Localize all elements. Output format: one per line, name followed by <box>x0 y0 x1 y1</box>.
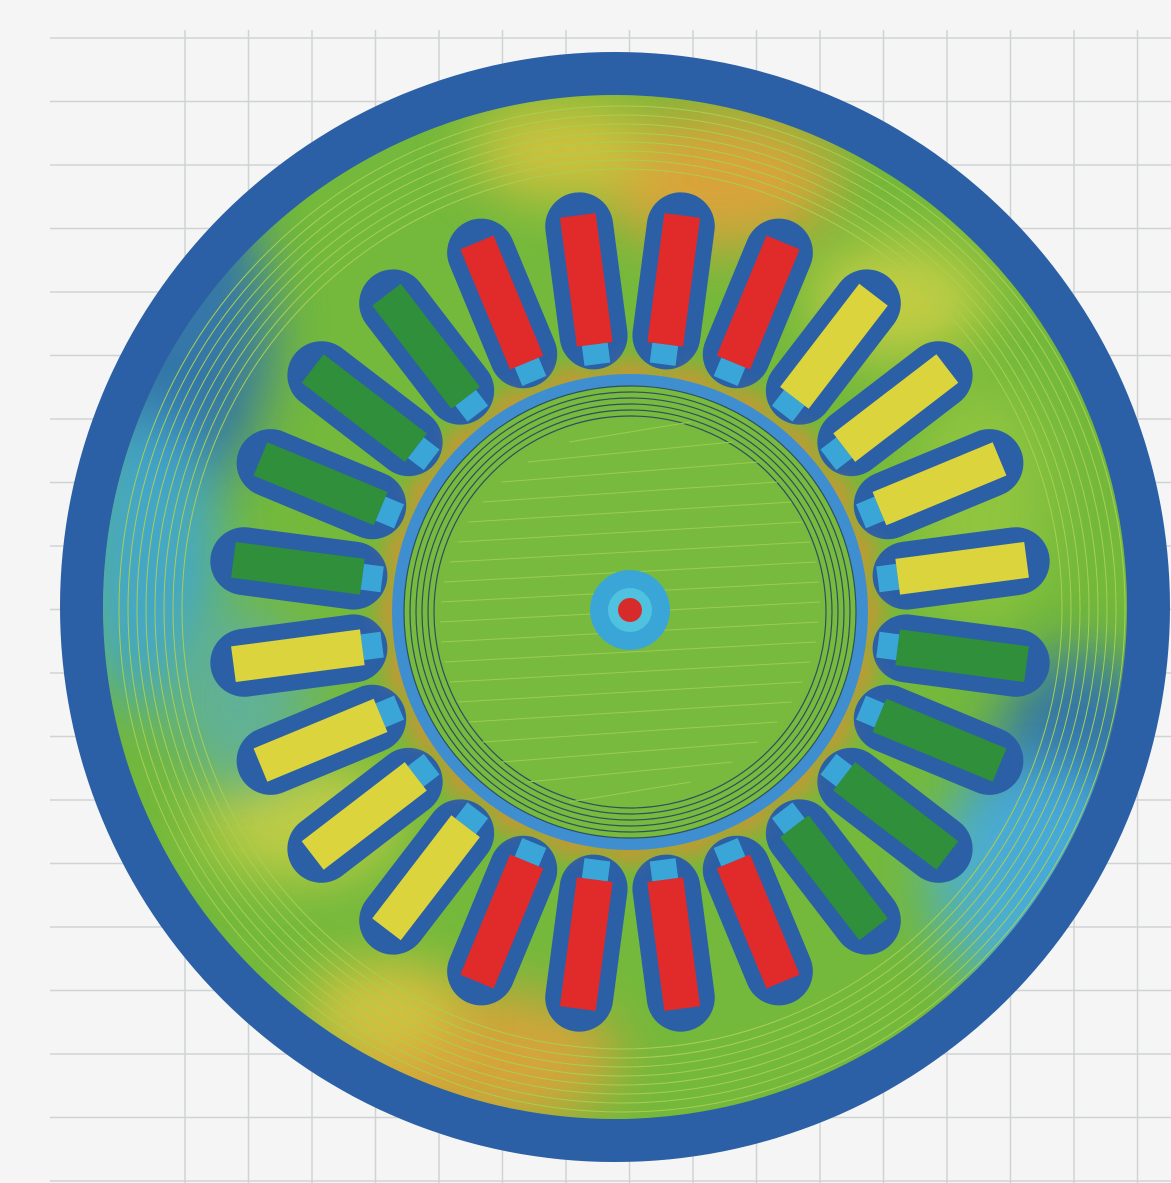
flux-line <box>444 641 816 663</box>
contour-line <box>433 415 827 809</box>
contour-line <box>427 409 833 815</box>
flux-line <box>569 781 691 803</box>
winding <box>372 283 480 409</box>
flux-line <box>482 721 778 743</box>
slot-liner <box>581 858 611 882</box>
slot-liner <box>360 631 384 661</box>
winding <box>895 629 1029 683</box>
winding <box>872 442 1007 526</box>
flux-line <box>172 159 1072 1059</box>
slot-liner <box>581 342 611 366</box>
slot-liner <box>375 695 405 728</box>
slot-liner <box>360 563 384 593</box>
winding <box>647 213 701 347</box>
slot-liner <box>649 342 679 366</box>
flux-line <box>457 681 803 703</box>
field-region <box>300 960 460 1060</box>
slot-liner <box>455 802 489 835</box>
rotor <box>392 374 868 850</box>
slot-liner <box>855 695 885 728</box>
winding <box>716 854 800 989</box>
slot-liner <box>771 802 805 835</box>
slot-liner <box>375 496 405 529</box>
flux-line <box>569 421 691 443</box>
contour-line <box>403 385 857 839</box>
flux-line <box>181 168 1063 1050</box>
slot-liner <box>855 496 885 529</box>
field-region <box>470 100 650 200</box>
winding <box>872 698 1007 782</box>
flux-line <box>127 114 1117 1104</box>
winding <box>372 815 480 941</box>
flux-line <box>118 105 1126 1113</box>
slot <box>619 815 715 1032</box>
contour-line <box>409 391 851 833</box>
winding <box>833 762 959 870</box>
contour-line <box>421 403 839 821</box>
flux-line <box>145 132 1099 1086</box>
slot-liner <box>876 563 900 593</box>
flux-line <box>501 461 759 483</box>
slot-liner <box>407 753 440 787</box>
contour-line <box>415 397 845 827</box>
slot-liner <box>407 437 440 471</box>
flux-line <box>449 541 811 563</box>
flux-line <box>154 141 1090 1077</box>
flux-line <box>527 761 733 783</box>
flux-line <box>527 441 733 463</box>
winding <box>780 815 888 941</box>
winding <box>716 235 800 370</box>
slot-liner <box>820 437 853 471</box>
slot-liner <box>713 837 746 867</box>
slot-liner <box>649 858 679 882</box>
flux-line <box>457 521 803 543</box>
flux-line <box>468 701 792 723</box>
winding <box>231 629 365 683</box>
winding <box>253 442 388 526</box>
winding <box>559 213 613 347</box>
shaft-core <box>618 598 642 622</box>
winding <box>780 283 888 409</box>
winding <box>833 354 959 462</box>
winding <box>559 877 613 1011</box>
slot-liner <box>771 389 805 422</box>
flux-line <box>449 661 811 683</box>
flux-line <box>163 150 1081 1068</box>
winding <box>895 541 1029 595</box>
slot-liner <box>713 357 746 387</box>
winding <box>460 854 544 989</box>
slot-liner <box>514 837 547 867</box>
flux-line <box>468 501 792 523</box>
slot-liner <box>514 357 547 387</box>
slot-liner <box>455 389 489 422</box>
winding <box>231 541 365 595</box>
flux-line <box>482 481 778 503</box>
winding <box>460 235 544 370</box>
slot-liner <box>820 753 853 787</box>
flux-line <box>501 741 759 763</box>
winding <box>647 877 701 1011</box>
winding <box>301 354 427 462</box>
slot-liner <box>876 631 900 661</box>
winding <box>253 698 388 782</box>
winding <box>301 762 427 870</box>
flux-line <box>136 123 1108 1095</box>
